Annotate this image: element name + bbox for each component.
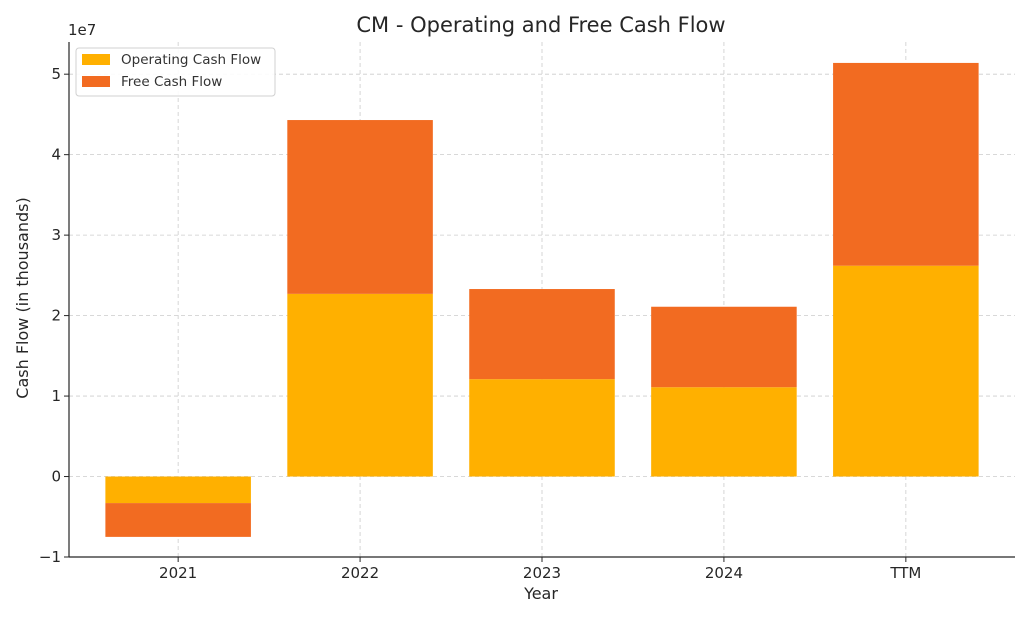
bars	[105, 62, 979, 537]
tick-labels: −1 0 1 2 3 4 5 2021 2022 2023 2024 TTM	[39, 65, 921, 582]
legend-label: Operating Cash Flow	[121, 52, 261, 68]
y-axis-label: Cash Flow (in thousands)	[13, 197, 32, 398]
x-tick-label: 2024	[705, 564, 743, 582]
x-tick-label: 2021	[159, 564, 197, 582]
legend-label: Free Cash Flow	[121, 74, 222, 90]
x-tick-label: 2023	[523, 564, 561, 582]
axes	[64, 42, 1015, 562]
y-tick-label: 5	[51, 65, 61, 83]
y-tick-label: 4	[51, 146, 61, 164]
y-tick-label: −1	[39, 548, 61, 566]
legend: Operating Cash Flow Free Cash Flow	[75, 47, 276, 97]
bar-free-cash-flow	[833, 62, 979, 266]
legend-box	[75, 47, 276, 97]
bar-free-cash-flow	[105, 503, 251, 537]
bar-operating-cash-flow	[833, 265, 979, 477]
bar-free-cash-flow	[287, 120, 433, 294]
bar-free-cash-flow	[469, 289, 615, 380]
legend-swatch	[82, 54, 110, 65]
chart-title: CM - Operating and Free Cash Flow	[356, 13, 725, 37]
y-tick-label: 3	[51, 226, 61, 244]
bar-operating-cash-flow	[287, 293, 433, 477]
y-tick-label: 1	[51, 387, 61, 405]
x-axis-label: Year	[523, 584, 558, 603]
bar-operating-cash-flow	[651, 387, 797, 477]
y-tick-label: 2	[51, 307, 61, 325]
bar-operating-cash-flow	[469, 379, 615, 477]
y-tick-label: 0	[51, 468, 61, 486]
y-axis-offset-text: 1e7	[68, 21, 96, 39]
legend-swatch	[82, 76, 110, 87]
bar-free-cash-flow	[651, 306, 797, 388]
x-tick-label: TTM	[889, 564, 921, 582]
bar-operating-cash-flow	[105, 476, 251, 504]
x-tick-label: 2022	[341, 564, 379, 582]
